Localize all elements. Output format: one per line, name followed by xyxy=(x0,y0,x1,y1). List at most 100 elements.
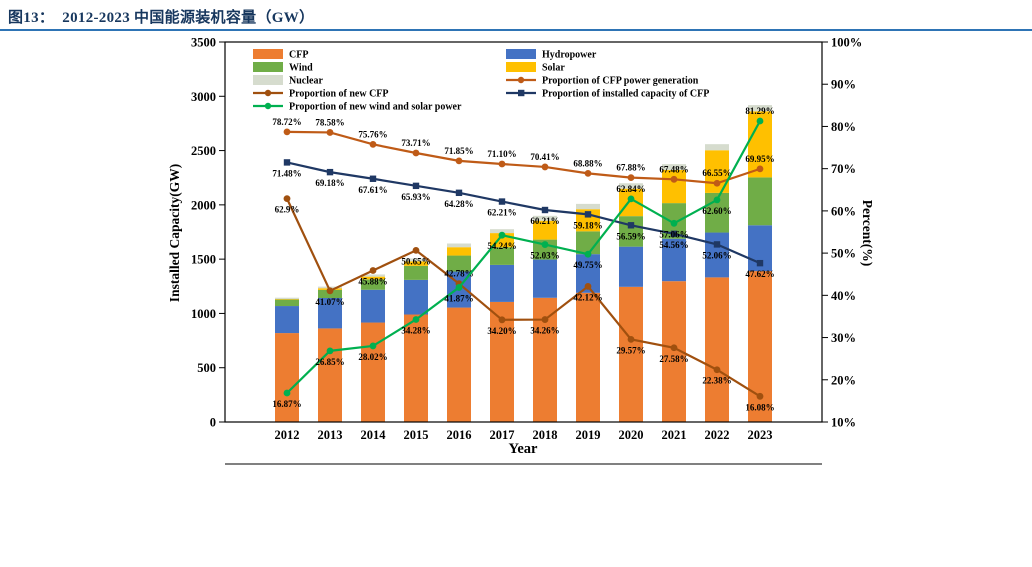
circle-marker-icon xyxy=(756,392,764,400)
left-tick-label: 3000 xyxy=(191,90,216,104)
line-path xyxy=(286,130,761,185)
circle-marker-icon xyxy=(627,335,635,343)
bar-segment xyxy=(447,255,471,272)
right-tick-label: 60% xyxy=(831,204,856,218)
left-tick-label: 2000 xyxy=(191,198,216,212)
point-label: 59.18% xyxy=(573,220,602,230)
square-marker-icon xyxy=(670,230,678,238)
circle-marker-icon xyxy=(627,174,635,182)
point-label: 28.02% xyxy=(358,352,387,362)
x-tick-label: 2019 xyxy=(576,428,601,442)
right-axis-title: Percent(%) xyxy=(860,199,875,267)
circle-marker-icon xyxy=(283,195,291,203)
legend-label: CFP xyxy=(289,50,308,61)
point-label: 42.12% xyxy=(573,292,602,302)
point-label: 62.84% xyxy=(616,184,645,194)
circle-marker-icon xyxy=(455,284,463,291)
legend-label: Wind xyxy=(289,63,313,74)
right-tick-label: 20% xyxy=(831,373,856,387)
point-label: 34.26% xyxy=(530,326,559,336)
bar-segment xyxy=(533,215,557,221)
square-marker-icon xyxy=(455,189,463,197)
square-marker-icon xyxy=(627,222,635,229)
x-tick-label: 2012 xyxy=(275,428,300,442)
right-tick-label: 30% xyxy=(831,331,856,345)
bar-segment xyxy=(404,314,428,422)
legend-label: Proportion of CFP power generation xyxy=(542,76,699,87)
square-marker-icon xyxy=(584,211,592,218)
x-tick-label: 2020 xyxy=(619,428,644,442)
x-tick-label: 2014 xyxy=(361,428,387,442)
legend-swatch-nuclear xyxy=(253,75,283,85)
circle-marker-icon xyxy=(369,140,377,148)
circle-marker-icon xyxy=(541,241,549,248)
point-label: 71.48% xyxy=(272,168,301,178)
legend: CFP Hydropower Wind Solar Nuclear Proportion … xyxy=(253,49,709,113)
point-label: 62.21% xyxy=(487,208,516,218)
bar-segment xyxy=(275,306,299,334)
right-tick-label: 40% xyxy=(831,289,856,303)
x-tick-label: 2023 xyxy=(748,428,773,442)
plot-border xyxy=(224,41,823,423)
point-label: 67.88% xyxy=(616,163,645,173)
square-marker-icon xyxy=(283,159,291,166)
circle-marker-icon xyxy=(627,195,635,203)
point-label: 26.85% xyxy=(315,357,344,367)
right-tick-label: 10% xyxy=(831,416,856,430)
point-label: 62.60% xyxy=(702,206,731,216)
legend-label: Hydropower xyxy=(542,50,597,61)
line-series-proportion-of-cfp-power-generation: 78.72% 78.58% 75.76% 73.71% 71.85% 71.10% 70.4… xyxy=(272,117,775,187)
circle-marker-icon xyxy=(326,347,334,355)
bar-segment xyxy=(533,259,557,298)
legend-label: Proportion of installed capacity of CFP xyxy=(542,89,709,100)
bar-segment xyxy=(705,232,729,278)
point-label: 41.87% xyxy=(444,293,473,303)
x-tick-label: 2018 xyxy=(533,428,558,442)
point-label: 65.93% xyxy=(401,192,430,202)
right-tick-label: 50% xyxy=(831,247,856,261)
legend-label: Proportion of new CFP xyxy=(289,89,389,100)
point-label: 41.07% xyxy=(315,297,344,307)
point-label: 81.29% xyxy=(745,106,774,116)
point-label: 56.59% xyxy=(616,231,645,241)
point-label: 73.71% xyxy=(401,138,430,148)
bar-segment xyxy=(576,203,600,210)
circle-marker-icon xyxy=(584,282,592,290)
point-label: 54.56% xyxy=(659,240,688,250)
legend-swatch-solar xyxy=(506,62,536,72)
left-axis-title: Installed Capacity(GW) xyxy=(167,163,182,303)
circle-marker-icon xyxy=(713,366,721,374)
bar-segment xyxy=(705,277,729,422)
bar-segment xyxy=(361,289,385,323)
legend-label: Nuclear xyxy=(289,76,323,87)
legend-swatch-cfp xyxy=(253,49,283,59)
circle-marker-icon xyxy=(283,128,291,136)
x-tick-label: 2016 xyxy=(447,428,472,442)
right-tick-label: 80% xyxy=(831,120,856,134)
point-label: 78.58% xyxy=(315,117,344,127)
circle-marker-icon xyxy=(369,342,377,350)
point-label: 78.72% xyxy=(272,117,301,127)
legend-label: Proportion of new wind and solar power xyxy=(289,102,462,113)
point-label: 47.62% xyxy=(745,269,774,279)
point-label: 60.21% xyxy=(530,216,559,226)
x-tick-label: 2017 xyxy=(490,428,515,442)
point-label: 69.95% xyxy=(745,154,774,164)
point-label: 62.9% xyxy=(275,205,300,215)
point-label: 70.41% xyxy=(530,152,559,162)
bar-segment xyxy=(490,247,514,265)
point-label: 69.18% xyxy=(315,178,344,188)
bar-segment xyxy=(533,239,557,260)
circle-marker-icon xyxy=(498,316,506,324)
left-tick-label: 1500 xyxy=(191,253,216,267)
bar-segment xyxy=(576,292,600,422)
bar-segment xyxy=(404,279,428,315)
bar-segment xyxy=(662,169,686,204)
point-label: 57.06% xyxy=(659,229,688,239)
left-tick-label: 0 xyxy=(210,416,216,430)
bar-segment xyxy=(361,279,385,290)
bar-segment xyxy=(318,298,342,329)
point-label: 71.85% xyxy=(444,146,473,156)
bar-series-hydropower xyxy=(275,225,772,334)
circle-marker-icon xyxy=(412,149,420,157)
